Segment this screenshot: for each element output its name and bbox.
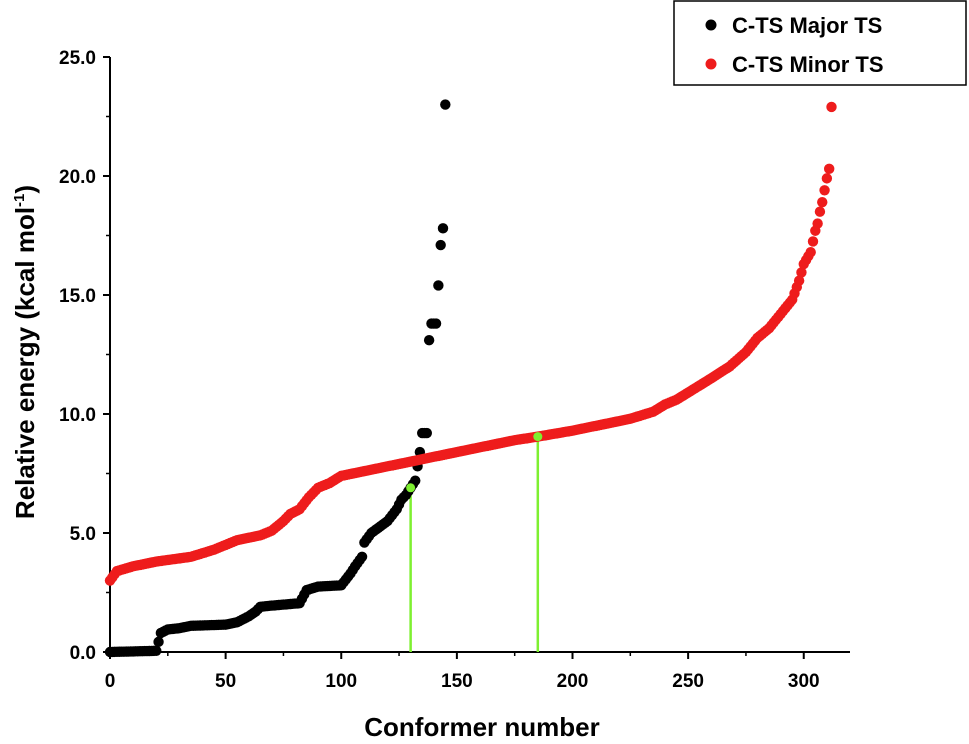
legend-label-major: C-TS Major TS	[732, 13, 882, 38]
minor-ts-point	[817, 196, 828, 208]
legend: C-TS Major TS C-TS Minor TS	[673, 0, 967, 86]
minor-ts-point	[823, 163, 835, 175]
x-tick-label: 250	[672, 671, 704, 692]
x-axis-title: Conformer number	[364, 712, 599, 742]
major-ts-point	[435, 239, 446, 251]
minor-ts-point	[807, 236, 819, 247]
y-tick-label: 15.0	[59, 286, 96, 307]
major-ts-point	[421, 427, 433, 439]
major-ts-point	[410, 475, 421, 486]
y-tick-label: 10.0	[59, 405, 96, 426]
minor-ts-point	[819, 185, 830, 196]
legend-label-minor: C-TS Minor TS	[732, 52, 884, 77]
marker-point	[406, 483, 416, 493]
legend-marker-minor	[705, 58, 717, 70]
y-tick-label: 20.0	[59, 167, 96, 188]
x-tick-label: 200	[557, 671, 589, 692]
minor-ts-point	[796, 267, 807, 278]
x-tick-label: 150	[441, 671, 473, 692]
legend-marker-major	[705, 19, 717, 31]
major-ts-point	[437, 223, 449, 234]
major-ts-point	[151, 645, 162, 657]
y-axis-title: Relative energy (kcal mol-1)	[10, 185, 40, 519]
major-ts-point	[440, 99, 451, 110]
y-tick-label: 5.0	[70, 524, 96, 545]
y-tick-label: 25.0	[59, 48, 96, 69]
major-ts-point	[423, 335, 435, 346]
data-points	[104, 99, 837, 658]
minor-ts-point	[793, 275, 805, 286]
legend-box	[673, 0, 967, 86]
minor-ts-point	[826, 101, 837, 113]
marker-lines	[409, 436, 540, 652]
marker-point	[533, 432, 543, 442]
x-tick-label: 100	[325, 671, 357, 692]
minor-ts-point	[821, 173, 833, 184]
x-tick-label: 0	[105, 671, 116, 692]
axis-ticks: 0 50 100 150 200 250 300 0.0 5.0 10.0 15.0 20.0 25.0	[59, 48, 820, 692]
minor-ts-point	[814, 206, 826, 217]
x-tick-label: 50	[215, 671, 236, 692]
minor-ts-point	[805, 246, 816, 258]
major-ts-point	[433, 280, 444, 291]
major-ts-point	[153, 636, 164, 648]
minor-ts-point	[812, 218, 823, 229]
major-ts-point	[430, 318, 442, 329]
major-ts-point	[356, 551, 368, 562]
y-tick-label: 0.0	[70, 643, 96, 664]
x-tick-label: 300	[788, 671, 820, 692]
